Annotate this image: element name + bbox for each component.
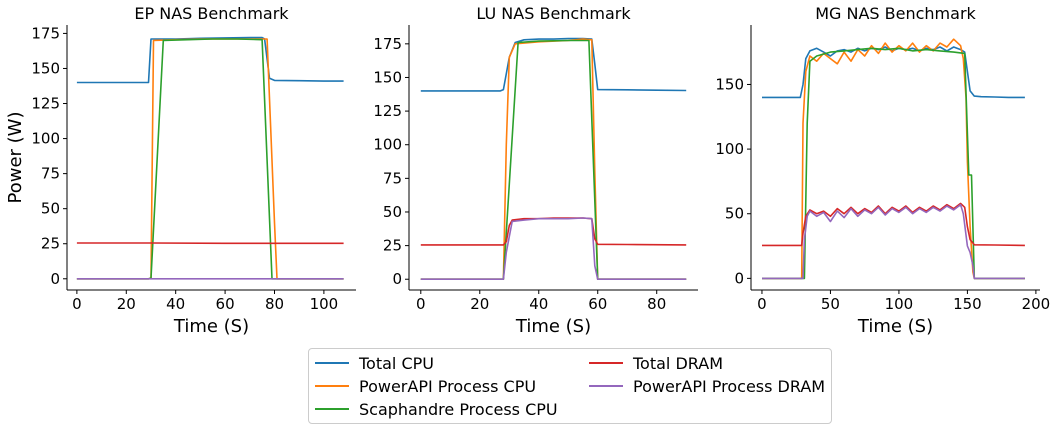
- x-tick-label: 80: [265, 295, 284, 313]
- x-tick-label: 100: [310, 295, 339, 313]
- y-tick-label: 150: [31, 59, 60, 77]
- x-axis-label: Time (S): [857, 316, 933, 337]
- series-line-powerapi-process-cpu: [420, 38, 687, 280]
- series-line-total-cpu: [76, 36, 344, 84]
- series-line-total-cpu: [420, 37, 687, 92]
- series-group: [762, 38, 1025, 280]
- series-line-powerapi-process-dram: [762, 203, 1025, 280]
- x-tick-label: 200: [1022, 295, 1051, 313]
- legend: Total CPU PowerAPI Process CPU Scaphandr…: [308, 348, 832, 424]
- x-tick-label: 50: [821, 295, 840, 313]
- x-tick-label: 0: [416, 295, 426, 313]
- y-tick-label: 150: [373, 68, 402, 86]
- series-line-total-cpu: [762, 46, 1025, 99]
- y-tick-label: 75: [383, 169, 402, 187]
- series-group: [420, 37, 687, 280]
- legend-label-powerapi-process-cpu: PowerAPI Process CPU: [359, 376, 537, 396]
- x-tick-label: 60: [216, 295, 235, 313]
- series-line-powerapi-process-dram: [420, 217, 687, 280]
- legend-label-total-cpu: Total CPU: [359, 353, 434, 373]
- x-tick-label: 60: [588, 295, 607, 313]
- series-line-total-dram: [762, 202, 1025, 247]
- x-axis-label: Time (S): [173, 316, 249, 337]
- legend-swatch-total-cpu: [315, 362, 349, 364]
- y-tick-label: 50: [41, 200, 60, 218]
- y-tick-label: 0: [50, 270, 60, 288]
- legend-swatch-total-dram: [589, 362, 623, 364]
- legend-item-powerapi-process-dram: PowerAPI Process DRAM: [589, 376, 825, 396]
- y-tick-label: 100: [373, 136, 402, 154]
- x-tick-label: 0: [757, 295, 767, 313]
- series-group: [76, 36, 344, 280]
- x-tick-label: 20: [117, 295, 136, 313]
- legend-swatch-powerapi-process-cpu: [315, 385, 349, 387]
- y-axis-label: Power (W): [5, 112, 26, 204]
- x-axis-label: Time (S): [515, 316, 591, 337]
- y-tick-label: 100: [715, 140, 744, 158]
- chart-panel-lu-nas-benchmark: LU NAS Benchmark 0 20 40 60 80 0 25 50 75 100 125 15…: [373, 4, 698, 337]
- y-tick-label: 50: [725, 205, 744, 223]
- legend-label-total-dram: Total DRAM: [633, 353, 723, 373]
- chart-panel-mg-nas-benchmark: MG NAS Benchmark 0 50 100 150 200 0 50 100 150 Tim…: [715, 4, 1050, 337]
- legend-item-scaphandre-process-cpu: Scaphandre Process CPU: [315, 399, 558, 419]
- series-line-scaphandre-process-cpu: [762, 47, 1025, 280]
- legend-item-powerapi-process-cpu: PowerAPI Process CPU: [315, 376, 536, 396]
- x-tick-label: 150: [953, 295, 982, 313]
- y-tick-label: 25: [41, 235, 60, 253]
- x-tick-label: 0: [72, 295, 82, 313]
- x-tick-label: 20: [470, 295, 489, 313]
- legend-item-total-dram: Total DRAM: [589, 353, 723, 373]
- legend-label-scaphandre-process-cpu: Scaphandre Process CPU: [359, 399, 558, 419]
- x-tick-label: 40: [529, 295, 548, 313]
- y-tick-label: 75: [41, 165, 60, 183]
- chart-title: LU NAS Benchmark: [476, 4, 631, 23]
- legend-swatch-scaphandre-process-cpu: [315, 408, 349, 410]
- y-tick-label: 0: [392, 270, 402, 288]
- legend-swatch-powerapi-process-dram: [589, 385, 623, 387]
- series-line-total-dram: [420, 217, 687, 246]
- legend-label-powerapi-process-dram: PowerAPI Process DRAM: [633, 376, 826, 396]
- chart-panel-ep-nas-benchmark: EP NAS Benchmark 0 20 40 60 80 100 0 25 50 75 100 12…: [5, 4, 356, 337]
- y-tick-label: 150: [715, 75, 744, 93]
- y-tick-label: 175: [373, 35, 402, 53]
- chart-title: MG NAS Benchmark: [815, 4, 976, 23]
- y-tick-label: 100: [31, 130, 60, 148]
- x-tick-label: 100: [885, 295, 914, 313]
- y-tick-label: 0: [734, 269, 744, 287]
- chart-title: EP NAS Benchmark: [134, 4, 289, 23]
- y-tick-label: 50: [383, 203, 402, 221]
- y-tick-label: 125: [373, 102, 402, 120]
- x-tick-label: 80: [647, 295, 666, 313]
- y-tick-label: 125: [31, 95, 60, 113]
- y-tick-label: 25: [383, 237, 402, 255]
- y-tick-label: 175: [31, 24, 60, 42]
- x-tick-label: 40: [166, 295, 185, 313]
- legend-item-total-cpu: Total CPU: [315, 353, 434, 373]
- series-line-scaphandre-process-cpu: [420, 39, 687, 280]
